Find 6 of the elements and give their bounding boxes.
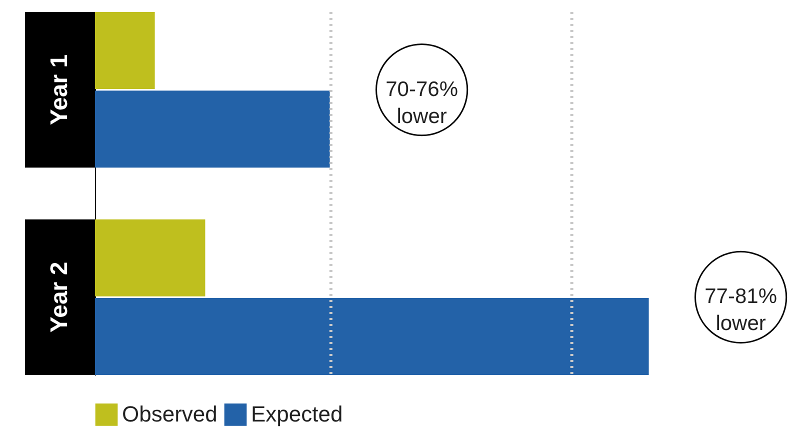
legend-label: Observed [122, 402, 218, 427]
text: 77-81% lower [704, 285, 777, 336]
y-tick-label: Year 1 [46, 54, 73, 126]
annotation: 70-76% lower [386, 78, 458, 128]
legend-label: Expected [251, 402, 343, 427]
y-tick-label: Year 2 [46, 262, 73, 333]
